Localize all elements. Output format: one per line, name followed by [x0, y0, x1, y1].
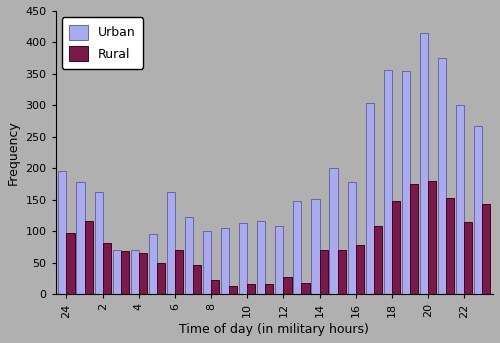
Bar — [211, 280, 219, 294]
Bar — [330, 168, 338, 294]
Bar — [374, 226, 382, 294]
Bar — [410, 184, 418, 294]
Bar — [148, 234, 157, 294]
Bar — [139, 253, 147, 294]
Bar — [229, 286, 237, 294]
Bar — [356, 245, 364, 294]
Bar — [348, 181, 356, 294]
Bar — [402, 71, 410, 294]
Bar — [338, 250, 345, 294]
Bar — [84, 221, 92, 294]
Bar — [366, 104, 374, 294]
Bar — [239, 223, 247, 294]
Bar — [420, 33, 428, 294]
Bar — [175, 250, 183, 294]
Legend: Urban, Rural: Urban, Rural — [62, 17, 144, 69]
Bar — [130, 250, 139, 294]
Bar — [120, 251, 129, 294]
Bar — [193, 265, 201, 294]
Bar — [384, 70, 392, 294]
Bar — [221, 228, 229, 294]
Bar — [438, 58, 446, 294]
Bar — [167, 192, 175, 294]
Bar — [76, 182, 84, 294]
Bar — [58, 172, 66, 294]
Bar — [302, 283, 310, 294]
Bar — [392, 201, 400, 294]
Bar — [102, 243, 111, 294]
Bar — [456, 105, 464, 294]
Bar — [185, 217, 193, 294]
Bar — [464, 223, 472, 294]
Bar — [294, 201, 302, 294]
Bar — [428, 181, 436, 294]
Bar — [312, 199, 320, 294]
Bar — [266, 284, 274, 294]
Y-axis label: Frequency: Frequency — [7, 120, 20, 185]
Bar — [247, 284, 256, 294]
Bar — [320, 250, 328, 294]
X-axis label: Time of day (in military hours): Time of day (in military hours) — [180, 323, 370, 336]
Bar — [257, 221, 266, 294]
Bar — [284, 277, 292, 294]
Bar — [474, 126, 482, 294]
Bar — [66, 233, 74, 294]
Bar — [446, 198, 454, 294]
Bar — [157, 263, 165, 294]
Bar — [112, 250, 120, 294]
Bar — [482, 204, 490, 294]
Bar — [276, 226, 283, 294]
Bar — [203, 230, 211, 294]
Bar — [94, 192, 102, 294]
